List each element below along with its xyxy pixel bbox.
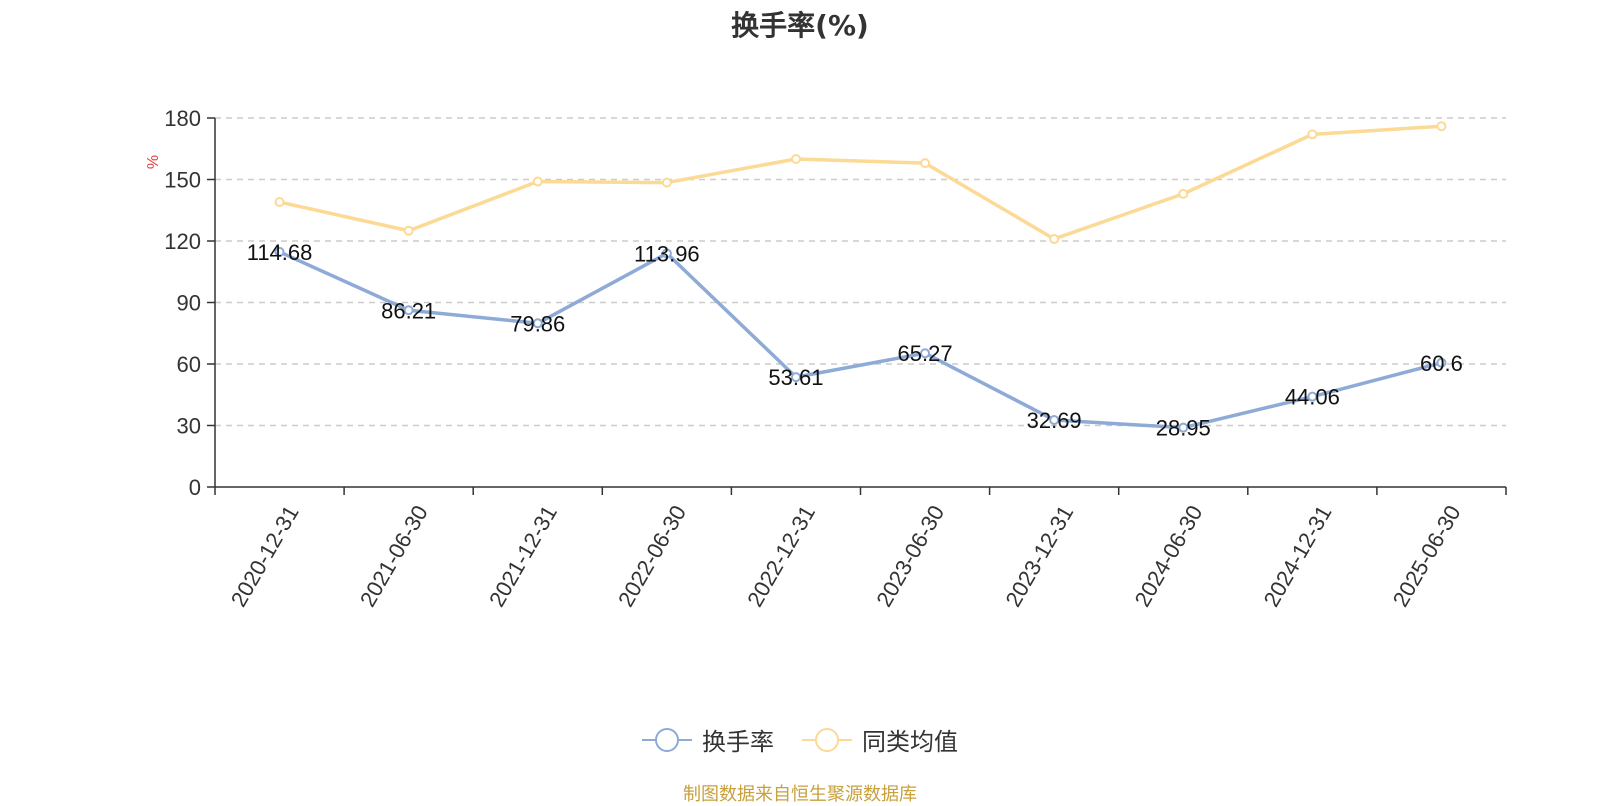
data-label: 113.96	[634, 241, 700, 266]
data-point[interactable]	[1049, 233, 1060, 244]
series-line-turnover	[278, 250, 1442, 430]
x-tick-label: 2022-06-30	[613, 501, 691, 611]
data-point[interactable]	[1436, 121, 1447, 132]
data-point[interactable]	[403, 225, 414, 236]
x-tick-label: 2025-06-30	[1388, 501, 1466, 611]
data-point[interactable]	[1307, 129, 1318, 140]
source-note: 制图数据来自恒生聚源数据库	[683, 784, 917, 805]
chart-title: 换手率(%)	[731, 9, 869, 42]
y-tick-label: 90	[177, 291, 201, 316]
data-point[interactable]	[532, 176, 543, 187]
x-tick-label: 2023-06-30	[871, 501, 949, 611]
legend-label-turnover: 换手率	[702, 728, 774, 756]
data-point[interactable]	[920, 158, 931, 169]
data-point[interactable]	[661, 177, 672, 188]
data-label: 86.21	[381, 298, 436, 323]
data-label: 32.69	[1027, 408, 1082, 433]
x-tick-label: 2021-12-31	[484, 501, 562, 611]
data-label: 65.27	[898, 341, 953, 366]
y-tick-label: 150	[164, 168, 201, 193]
y-tick-label: 30	[177, 414, 201, 439]
data-point[interactable]	[403, 305, 414, 316]
data-point[interactable]	[790, 154, 801, 164]
y-tick-label: 0	[189, 475, 201, 500]
data-point[interactable]	[274, 246, 285, 257]
data-label: 60.6	[1420, 351, 1463, 376]
series-line-peer-average	[279, 124, 1442, 241]
data-label: 114.68	[247, 240, 313, 265]
series	[274, 121, 1447, 433]
data-point[interactable]	[920, 348, 931, 359]
data-point[interactable]	[532, 318, 543, 329]
data-label: 53.61	[768, 365, 823, 390]
data-point[interactable]	[1049, 414, 1060, 425]
y-tick-label: 60	[177, 352, 201, 377]
legend-item-peer-average[interactable]: 同类均值	[802, 722, 958, 757]
legend-swatch-peer-average	[802, 727, 852, 753]
data-label: 44.06	[1285, 385, 1340, 410]
data-point[interactable]	[1436, 357, 1447, 368]
legend: 换手率 同类均值	[0, 722, 1600, 757]
y-tick-label: 180	[164, 106, 201, 131]
data-labels: 114.68 86.21 79.86 113.96 53.61 65.27 32.69 28.…	[247, 240, 1463, 441]
legend-item-turnover[interactable]: 换手率	[642, 722, 774, 757]
data-label: 28.95	[1156, 416, 1211, 441]
data-point[interactable]	[1307, 391, 1318, 402]
data-label: 79.86	[510, 311, 565, 336]
x-tick-label: 2024-06-30	[1130, 501, 1208, 611]
x-tick-label: 2022-12-31	[742, 501, 820, 611]
axes: 0 30 60 90 120 150 180 2020-12-31 2021-06-30 2021…	[164, 106, 1507, 611]
legend-swatch-turnover	[642, 727, 692, 753]
x-tick-label: 2021-06-30	[355, 501, 433, 611]
data-point[interactable]	[661, 248, 672, 259]
x-tick-label: 2023-12-31	[1000, 501, 1078, 611]
y-tick-label: 120	[164, 229, 201, 254]
x-tick-label: 2024-12-31	[1259, 501, 1337, 611]
x-tick-label: 2020-12-31	[226, 501, 304, 611]
data-point[interactable]	[274, 197, 285, 208]
data-point[interactable]	[790, 372, 801, 383]
grid-lines	[215, 117, 1506, 427]
data-point[interactable]	[1178, 188, 1189, 199]
y-axis-unit-label: %	[145, 155, 162, 169]
data-point[interactable]	[1178, 422, 1189, 433]
legend-label-peer-average: 同类均值	[862, 728, 958, 756]
